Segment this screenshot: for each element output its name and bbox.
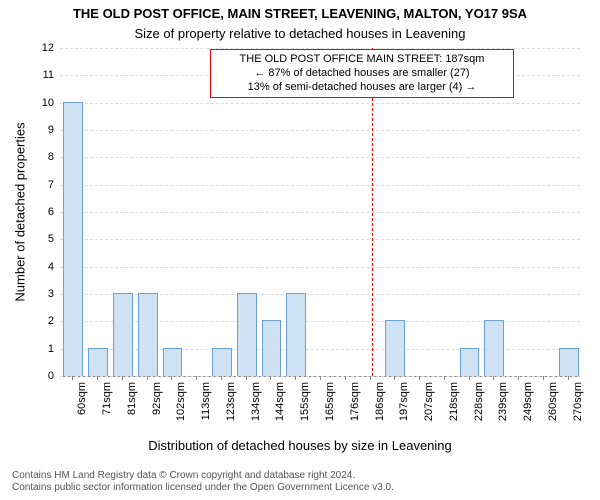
x-tick-label: 144sqm	[274, 382, 286, 421]
x-tick-mark	[246, 376, 247, 380]
x-tick-label: 155sqm	[299, 382, 311, 421]
y-tick-label: 4	[48, 261, 60, 273]
callout-line1: THE OLD POST OFFICE MAIN STREET: 187sqm	[217, 53, 507, 67]
x-tick-label: 228sqm	[473, 382, 485, 421]
bar	[88, 348, 108, 376]
x-axis-label: Distribution of detached houses by size …	[0, 438, 600, 453]
x-tick-mark	[518, 376, 519, 380]
y-tick-label: 7	[48, 179, 60, 191]
x-tick-label: 218sqm	[448, 382, 460, 421]
x-tick-mark	[320, 376, 321, 380]
gridline	[60, 267, 580, 268]
y-tick-label: 5	[48, 233, 60, 245]
footnotes: Contains HM Land Registry data © Crown c…	[12, 470, 394, 494]
gridline	[60, 103, 580, 104]
y-tick-label: 3	[48, 288, 60, 300]
x-tick-mark	[171, 376, 172, 380]
x-tick-label: 60sqm	[76, 382, 88, 415]
x-tick-mark	[469, 376, 470, 380]
bar	[286, 293, 306, 376]
bar	[237, 293, 257, 376]
x-tick-label: 92sqm	[151, 382, 163, 415]
y-axis-label: Number of detached properties	[13, 122, 28, 301]
x-tick-label: 71sqm	[101, 382, 113, 415]
bar	[138, 293, 158, 376]
bar	[113, 293, 133, 376]
x-tick-label: 270sqm	[572, 382, 584, 421]
bar	[63, 102, 83, 376]
x-tick-mark	[221, 376, 222, 380]
bar	[484, 320, 504, 376]
footnote-line2: Contains public sector information licen…	[12, 482, 394, 494]
x-tick-label: 123sqm	[225, 382, 237, 421]
x-tick-mark	[270, 376, 271, 380]
x-tick-label: 165sqm	[324, 382, 336, 421]
gridline	[60, 130, 580, 131]
gridline	[60, 212, 580, 213]
y-tick-label: 9	[48, 124, 60, 136]
x-tick-label: 81sqm	[126, 382, 138, 415]
gridline	[60, 185, 580, 186]
y-tick-label: 11	[43, 69, 60, 81]
x-tick-label: 176sqm	[349, 382, 361, 421]
x-tick-label: 249sqm	[522, 382, 534, 421]
gridline	[60, 157, 580, 158]
gridline	[60, 239, 580, 240]
y-tick-label: 10	[42, 97, 60, 109]
x-tick-mark	[370, 376, 371, 380]
y-tick-label: 2	[48, 315, 60, 327]
y-tick-label: 8	[48, 151, 60, 163]
x-tick-label: 197sqm	[398, 382, 410, 421]
x-tick-mark	[394, 376, 395, 380]
bar	[385, 320, 405, 376]
x-tick-mark	[444, 376, 445, 380]
callout-box: THE OLD POST OFFICE MAIN STREET: 187sqm …	[210, 49, 514, 98]
callout-line3: 13% of semi-detached houses are larger (…	[217, 81, 507, 95]
x-tick-mark	[345, 376, 346, 380]
x-tick-mark	[493, 376, 494, 380]
bar	[262, 320, 282, 376]
bar	[559, 348, 579, 376]
y-tick-label: 1	[48, 343, 60, 355]
bar	[460, 348, 480, 376]
x-tick-label: 239sqm	[497, 382, 509, 421]
x-tick-label: 186sqm	[374, 382, 386, 421]
x-tick-mark	[543, 376, 544, 380]
bar	[212, 348, 232, 376]
y-tick-label: 12	[42, 42, 60, 54]
y-tick-label: 6	[48, 206, 60, 218]
x-tick-mark	[568, 376, 569, 380]
chart-subtitle: Size of property relative to detached ho…	[0, 26, 600, 41]
bar	[163, 348, 183, 376]
x-tick-mark	[196, 376, 197, 380]
chart-title: THE OLD POST OFFICE, MAIN STREET, LEAVEN…	[0, 6, 600, 21]
x-tick-label: 207sqm	[423, 382, 435, 421]
x-tick-mark	[72, 376, 73, 380]
x-tick-label: 260sqm	[547, 382, 559, 421]
x-tick-label: 134sqm	[250, 382, 262, 421]
x-tick-mark	[295, 376, 296, 380]
callout-line2: ← 87% of detached houses are smaller (27…	[217, 67, 507, 81]
footnote-line1: Contains HM Land Registry data © Crown c…	[12, 470, 394, 482]
x-tick-mark	[97, 376, 98, 380]
x-tick-label: 113sqm	[200, 382, 212, 420]
y-tick-label: 0	[48, 370, 60, 382]
x-tick-mark	[419, 376, 420, 380]
x-tick-label: 102sqm	[175, 382, 187, 421]
x-tick-mark	[122, 376, 123, 380]
x-tick-mark	[147, 376, 148, 380]
